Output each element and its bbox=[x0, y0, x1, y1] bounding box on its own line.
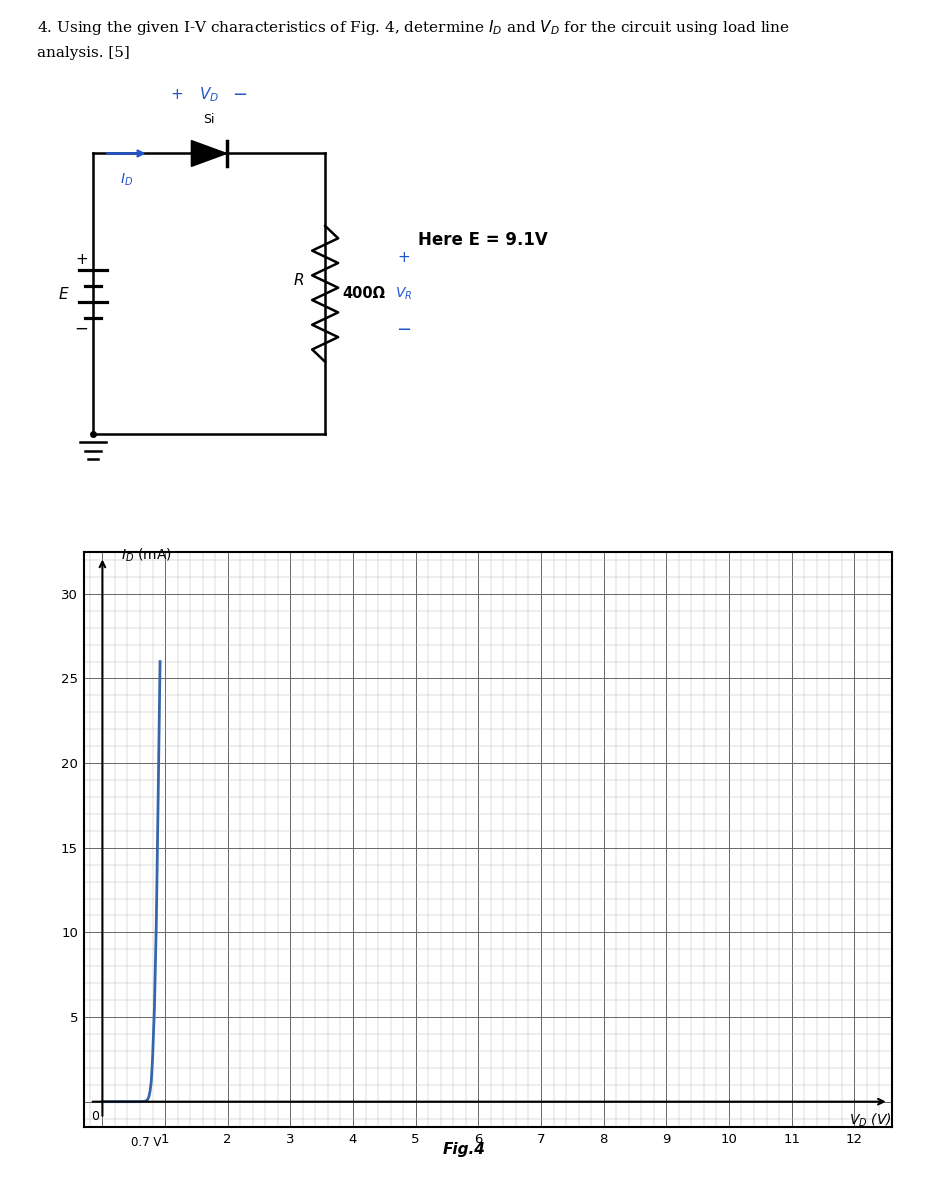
Text: 4. Using the given I-V characteristics of Fig. 4, determine $I_D$ and $V_D$ for : 4. Using the given I-V characteristics o… bbox=[37, 18, 789, 37]
Text: 0.7 V: 0.7 V bbox=[131, 1135, 161, 1149]
Text: −: − bbox=[74, 320, 88, 338]
Text: −: − bbox=[231, 85, 247, 103]
Text: $E$: $E$ bbox=[58, 285, 70, 302]
Text: +: + bbox=[75, 252, 87, 266]
Text: Si: Si bbox=[203, 113, 214, 126]
Text: $R$: $R$ bbox=[292, 272, 304, 288]
Text: $V_R$: $V_R$ bbox=[395, 285, 412, 302]
Text: 0: 0 bbox=[91, 1110, 99, 1123]
Text: −: − bbox=[396, 321, 411, 339]
Text: 400Ω: 400Ω bbox=[342, 287, 385, 301]
Text: $I_D$: $I_D$ bbox=[120, 171, 133, 188]
Text: Here E = 9.1V: Here E = 9.1V bbox=[418, 230, 548, 248]
Text: +: + bbox=[170, 88, 183, 102]
Text: analysis. [5]: analysis. [5] bbox=[37, 46, 130, 60]
Text: $V_D$: $V_D$ bbox=[199, 85, 219, 104]
Polygon shape bbox=[191, 140, 226, 167]
Text: Fig.4: Fig.4 bbox=[443, 1141, 485, 1157]
Text: $I_D$ (mA): $I_D$ (mA) bbox=[121, 547, 172, 564]
Text: +: + bbox=[397, 251, 410, 265]
Text: $V_D$ (V): $V_D$ (V) bbox=[848, 1111, 891, 1129]
